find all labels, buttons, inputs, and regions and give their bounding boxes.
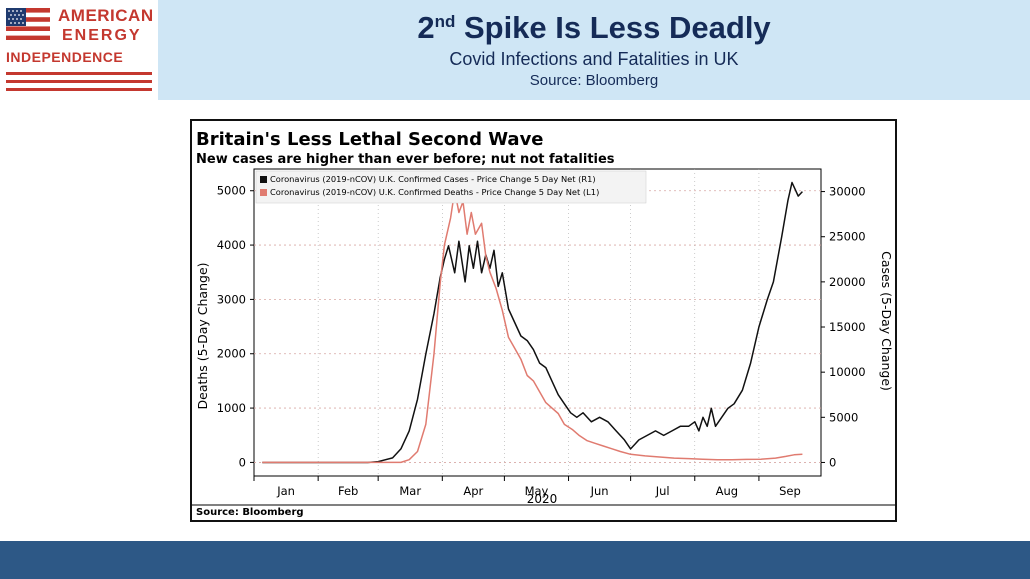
logo-line-1: AMERICAN [58, 6, 154, 25]
title-superscript: nd [434, 12, 456, 31]
page-title: 2nd Spike Is Less Deadly [158, 10, 1030, 46]
right-tick-label: 15000 [829, 320, 866, 334]
right-tick-label: 30000 [829, 185, 866, 199]
legend-item: Coronavirus (2019-nCOV) U.K. Confirmed C… [270, 174, 596, 184]
x-tick-label: Sep [779, 484, 801, 498]
page-source: Source: Bloomberg [529, 72, 659, 89]
legend-swatch [260, 176, 267, 183]
logo-line-2: ENERGY [62, 27, 142, 44]
x-tick-label: Mar [399, 484, 421, 498]
left-tick-label: 1000 [217, 401, 246, 415]
left-tick-label: 2000 [217, 347, 246, 361]
logo-stripe [6, 88, 152, 91]
legend-item: Coronavirus (2019-nCOV) U.K. Confirmed D… [270, 187, 599, 197]
title-text: Spike Is Less Deadly [455, 10, 771, 45]
left-tick-label: 4000 [217, 238, 246, 252]
x-tick-label: Jul [655, 484, 670, 498]
logo-stripe [6, 80, 152, 83]
logo[interactable]: AMERICAN ENERGY INDEPENDENCE [0, 0, 158, 100]
left-tick-label: 0 [239, 455, 246, 469]
chart-title: Britain's Less Lethal Second Wave [196, 129, 544, 150]
right-tick-label: 10000 [829, 365, 866, 379]
x-tick-label: Aug [716, 484, 738, 498]
right-axis-label: Cases (5-Day Change) [879, 251, 894, 391]
legend-swatch [260, 189, 267, 196]
x-tick-label: Jun [590, 484, 609, 498]
chart: Britain's Less Lethal Second Wave New ca… [192, 129, 895, 518]
x-tick-label: Apr [463, 484, 483, 498]
header-banner [0, 0, 1030, 100]
x-tick-label: May [525, 484, 549, 498]
logo-stripe [6, 72, 152, 75]
left-axis-label: Deaths (5-Day Change) [195, 262, 210, 409]
legend-box [255, 170, 647, 204]
us-flag-icon [6, 8, 50, 40]
plot-area [253, 168, 822, 477]
page-subtitle: Covid Infections and Fatalities in UK [449, 49, 739, 69]
right-tick-label: 5000 [829, 410, 858, 424]
right-tick-label: 20000 [829, 275, 866, 289]
chart-source: Source: Bloomberg [196, 507, 304, 518]
cases-series-line [262, 181, 803, 464]
x-tick-label: Jan [276, 484, 295, 498]
x-tick-label: Feb [338, 484, 358, 498]
chart-frame: Britain's Less Lethal Second Wave New ca… [190, 119, 897, 522]
left-tick-label: 5000 [217, 184, 246, 198]
right-tick-label: 25000 [829, 230, 866, 244]
right-tick-label: 0 [829, 455, 836, 469]
chart-subtitle: New cases are higher than ever before; n… [196, 152, 615, 167]
logo-line-3: INDEPENDENCE [6, 49, 124, 65]
x-axis-year: 2020 [527, 492, 558, 506]
title-number: 2 [417, 10, 435, 45]
footer-bar [0, 541, 1030, 579]
left-tick-label: 3000 [217, 292, 246, 306]
deaths-series-line [262, 189, 803, 464]
